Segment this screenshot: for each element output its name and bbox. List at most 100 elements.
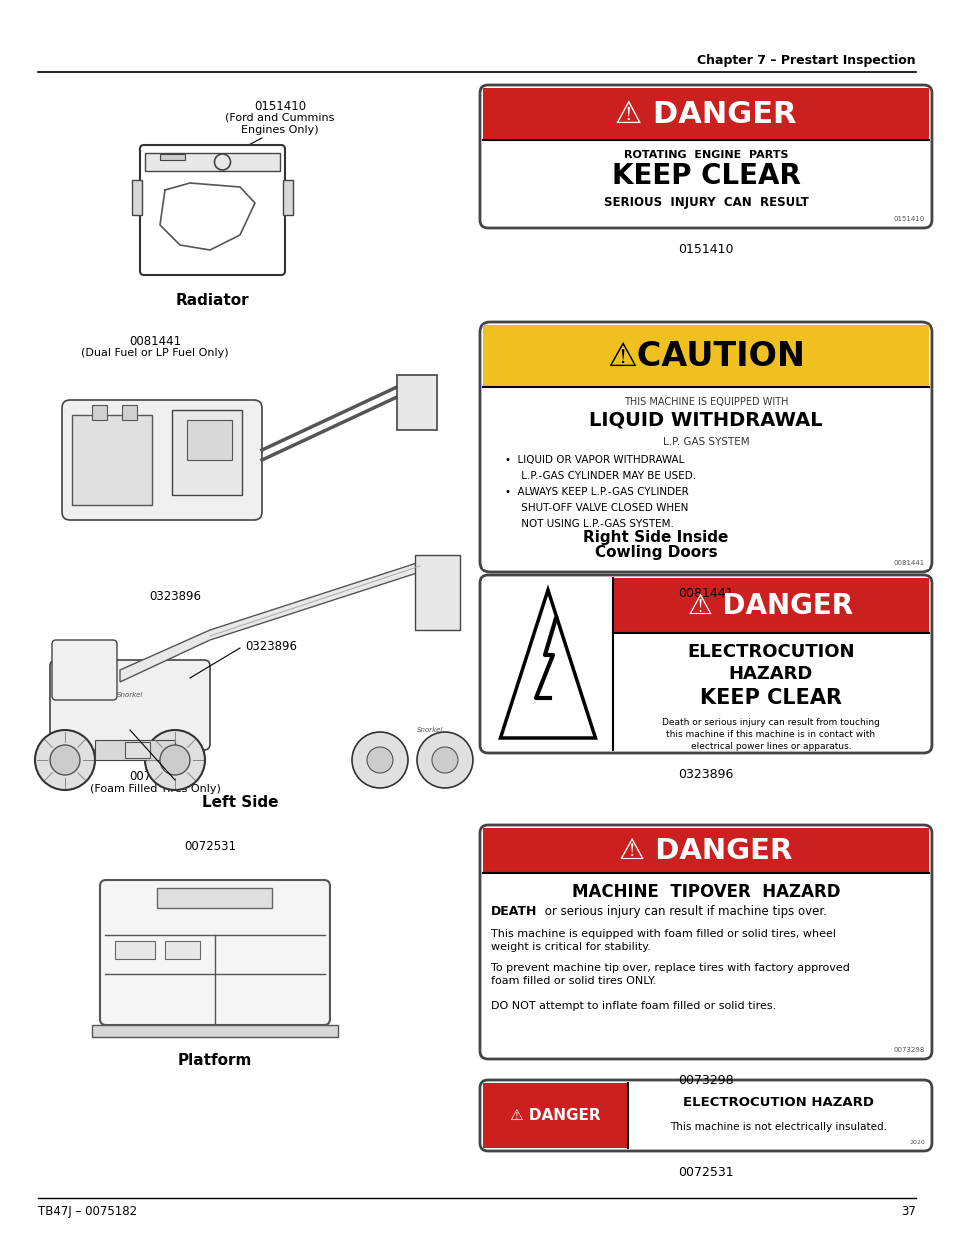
Text: 0072531: 0072531 — [184, 840, 235, 853]
FancyBboxPatch shape — [52, 640, 117, 700]
Circle shape — [50, 745, 80, 776]
Bar — [482, 88, 928, 140]
Text: ⚠CAUTION: ⚠CAUTION — [606, 340, 804, 373]
Text: L.P. GAS SYSTEM: L.P. GAS SYSTEM — [662, 437, 748, 447]
Text: 0151410: 0151410 — [253, 100, 306, 112]
Text: (Dual Fuel or LP Fuel Only): (Dual Fuel or LP Fuel Only) — [81, 348, 229, 358]
Text: Death or serious injury can result from touching
this machine if this machine is: Death or serious injury can result from … — [661, 718, 879, 751]
Text: 0072531: 0072531 — [678, 1166, 733, 1179]
Text: 0081441: 0081441 — [893, 559, 924, 566]
Text: or serious injury can result if machine tips over.: or serious injury can result if machine … — [540, 905, 826, 918]
Text: 0323896: 0323896 — [245, 640, 296, 653]
Text: 0151410: 0151410 — [893, 216, 924, 222]
Text: Snorkel: Snorkel — [416, 727, 443, 734]
Bar — [160, 154, 185, 161]
Text: NOT USING L.P.-GAS SYSTEM.: NOT USING L.P.-GAS SYSTEM. — [504, 519, 673, 529]
Bar — [627, 1083, 928, 1149]
Text: (Ford and Cummins: (Ford and Cummins — [225, 112, 335, 124]
Text: 0081441: 0081441 — [129, 335, 181, 348]
Text: 0073298: 0073298 — [678, 1074, 733, 1087]
Text: ROTATING  ENGINE  PARTS: ROTATING ENGINE PARTS — [623, 149, 787, 161]
Text: LIQUID WITHDRAWAL: LIQUID WITHDRAWAL — [589, 411, 821, 430]
Text: 0073298: 0073298 — [893, 1047, 924, 1053]
Text: Cowling Doors: Cowling Doors — [594, 545, 717, 559]
Circle shape — [416, 732, 473, 788]
Text: Chapter 7 – Prestart Inspection: Chapter 7 – Prestart Inspection — [697, 54, 915, 67]
FancyBboxPatch shape — [50, 659, 210, 750]
Text: Platform: Platform — [177, 1053, 252, 1068]
FancyBboxPatch shape — [479, 1079, 931, 1151]
Bar — [482, 1083, 627, 1149]
Bar — [132, 180, 142, 215]
Bar — [482, 827, 928, 873]
Bar — [157, 888, 273, 908]
FancyBboxPatch shape — [100, 881, 330, 1025]
Bar — [613, 578, 928, 634]
Bar — [482, 325, 928, 387]
Text: DO NOT attempt to inflate foam filled or solid tires.: DO NOT attempt to inflate foam filled or… — [491, 1002, 776, 1011]
FancyBboxPatch shape — [479, 85, 931, 228]
Text: 0323896: 0323896 — [149, 590, 201, 603]
FancyBboxPatch shape — [140, 144, 285, 275]
FancyBboxPatch shape — [479, 825, 931, 1058]
Text: Snorkel: Snorkel — [116, 692, 143, 698]
Text: ELECTROCUTION HAZARD: ELECTROCUTION HAZARD — [682, 1095, 873, 1109]
Text: MACHINE  TIPOVER  HAZARD: MACHINE TIPOVER HAZARD — [571, 883, 840, 902]
FancyBboxPatch shape — [62, 400, 262, 520]
Bar — [396, 375, 436, 430]
Bar — [482, 140, 928, 225]
Text: To prevent machine tip over, replace tires with factory approved
foam filled or : To prevent machine tip over, replace tir… — [491, 963, 849, 987]
Bar — [125, 742, 150, 758]
Text: TB47J – 0075182: TB47J – 0075182 — [38, 1205, 137, 1218]
Text: 0073298: 0073298 — [129, 769, 181, 783]
Text: 37: 37 — [901, 1205, 915, 1218]
Text: Radiator: Radiator — [175, 293, 249, 308]
Bar — [71, 415, 152, 505]
Text: Right Side Inside: Right Side Inside — [582, 530, 728, 545]
Text: L.P.-GAS CYLINDER MAY BE USED.: L.P.-GAS CYLINDER MAY BE USED. — [504, 471, 696, 480]
Text: HAZARD: HAZARD — [728, 664, 812, 683]
Text: SHUT-OFF VALVE CLOSED WHEN: SHUT-OFF VALVE CLOSED WHEN — [504, 503, 688, 513]
Bar — [145, 153, 279, 170]
Text: 2020: 2020 — [908, 1140, 924, 1145]
Bar — [122, 405, 137, 420]
Polygon shape — [120, 562, 419, 682]
Bar — [482, 873, 928, 1056]
FancyBboxPatch shape — [479, 576, 931, 753]
Bar — [172, 410, 242, 495]
Bar — [283, 180, 293, 215]
Text: ⚠ DANGER: ⚠ DANGER — [618, 836, 792, 864]
Text: (Foam Filled Tires Only): (Foam Filled Tires Only) — [90, 784, 220, 794]
Bar — [482, 387, 928, 569]
Text: 0323896: 0323896 — [678, 768, 733, 781]
Bar — [91, 405, 107, 420]
Text: •  LIQUID OR VAPOR WITHDRAWAL: • LIQUID OR VAPOR WITHDRAWAL — [504, 454, 683, 466]
Text: This machine is not electrically insulated.: This machine is not electrically insulat… — [669, 1123, 886, 1132]
Circle shape — [432, 747, 457, 773]
Text: 0081441: 0081441 — [678, 587, 733, 600]
FancyBboxPatch shape — [479, 322, 931, 572]
Circle shape — [35, 730, 95, 790]
Bar — [165, 941, 200, 958]
Text: KEEP CLEAR: KEEP CLEAR — [611, 162, 800, 190]
Text: KEEP CLEAR: KEEP CLEAR — [700, 688, 841, 708]
Circle shape — [160, 745, 190, 776]
Text: SERIOUS  INJURY  CAN  RESULT: SERIOUS INJURY CAN RESULT — [603, 196, 807, 209]
Text: DEATH: DEATH — [491, 905, 537, 918]
Bar — [415, 555, 459, 630]
Text: THIS MACHINE IS EQUIPPED WITH: THIS MACHINE IS EQUIPPED WITH — [623, 396, 787, 408]
Text: Left Side: Left Side — [201, 795, 278, 810]
Circle shape — [367, 747, 393, 773]
Bar — [91, 1025, 337, 1037]
Text: •  ALWAYS KEEP L.P.-GAS CYLINDER: • ALWAYS KEEP L.P.-GAS CYLINDER — [504, 487, 688, 496]
Bar — [187, 420, 232, 459]
Text: 0151410: 0151410 — [678, 243, 733, 256]
Text: Engines Only): Engines Only) — [241, 125, 318, 135]
Text: ⚠ DANGER: ⚠ DANGER — [688, 592, 853, 620]
Text: ⚠ DANGER: ⚠ DANGER — [615, 100, 796, 128]
Bar — [95, 740, 174, 760]
Bar — [613, 634, 928, 750]
Text: ⚠ DANGER: ⚠ DANGER — [510, 1108, 600, 1123]
Circle shape — [145, 730, 205, 790]
Text: ELECTROCUTION: ELECTROCUTION — [686, 643, 854, 661]
